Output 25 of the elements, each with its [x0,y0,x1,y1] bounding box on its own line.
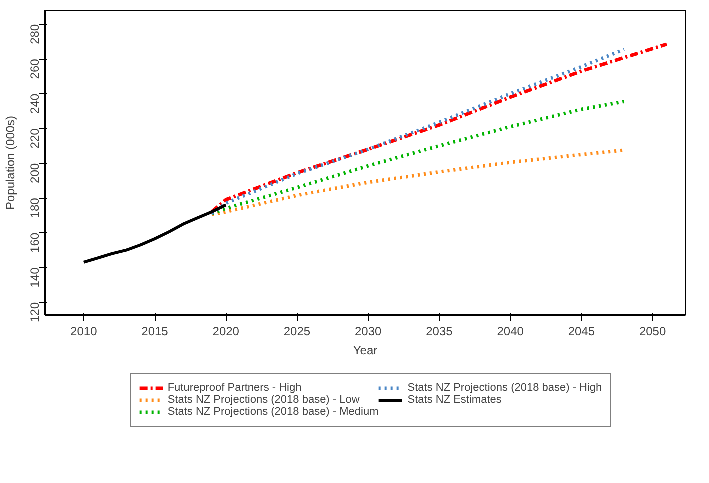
y-tick-label: 160 [28,232,42,253]
x-tick-label: 2010 [70,324,98,338]
y-axis-title: Population (000s) [4,116,18,210]
x-tick-label: 2015 [142,324,169,338]
legend-label: Stats NZ Estimates [408,394,502,406]
legend-label: Futureproof Partners - High [168,382,302,394]
y-tick-label: 240 [28,94,42,114]
y-tick-label: 180 [28,198,42,218]
x-tick-label: 2020 [212,324,240,338]
x-tick-label: 2050 [639,324,666,338]
y-tick-label: 200 [28,163,42,184]
x-tick-label: 2030 [354,324,382,338]
x-tick-label: 2045 [568,324,596,338]
legend-label: Stats NZ Projections (2018 base) - High [408,382,602,394]
y-tick-label: 220 [28,128,42,149]
legend-label: Stats NZ Projections (2018 base) - Medium [168,406,379,418]
x-tick-label: 2040 [497,324,524,338]
y-tick-label: 280 [28,24,42,44]
y-tick-label: 120 [28,302,42,322]
x-tick-label: 2035 [426,324,454,338]
x-axis-title: Year [353,344,378,358]
y-tick-label: 260 [28,58,42,80]
legend-label: Stats NZ Projections (2018 base) - Low [168,394,360,406]
y-tick-label: 140 [28,267,42,288]
x-tick-label: 2025 [284,324,311,338]
